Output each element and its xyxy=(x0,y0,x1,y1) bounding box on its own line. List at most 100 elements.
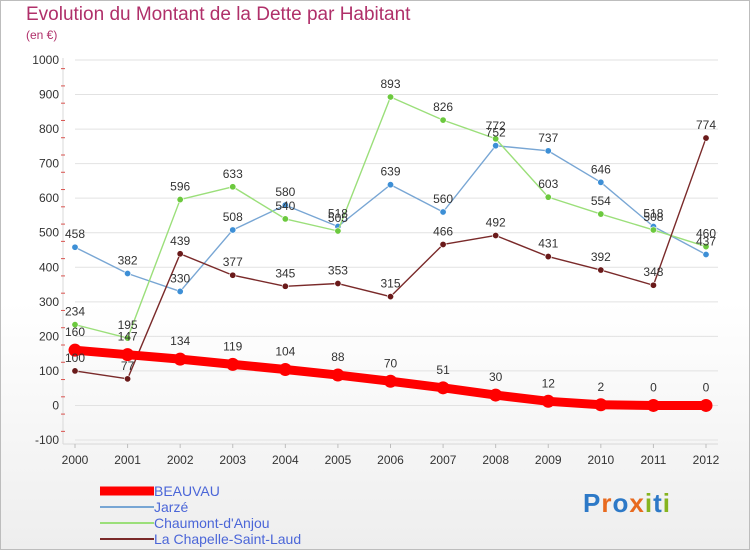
data-point xyxy=(597,210,605,218)
data-label: 382 xyxy=(118,253,138,267)
data-label: 147 xyxy=(118,330,138,344)
data-point xyxy=(71,321,79,329)
data-point xyxy=(436,381,450,395)
logo-letter: o xyxy=(612,488,630,518)
data-point xyxy=(71,367,79,375)
logo-letter: P xyxy=(583,488,602,518)
proxiti-logo: Proxiti xyxy=(583,488,671,519)
data-label: 0 xyxy=(650,380,657,394)
data-label: 104 xyxy=(275,345,295,359)
legend-swatch xyxy=(100,522,154,524)
data-point xyxy=(544,193,552,201)
data-label: 392 xyxy=(591,250,611,264)
y-tick-label: -100 xyxy=(35,433,59,447)
data-point xyxy=(281,215,289,223)
data-point xyxy=(331,368,345,382)
data-point xyxy=(594,398,608,412)
data-point xyxy=(281,282,289,290)
data-label: 77 xyxy=(121,359,135,373)
y-tick-label: 500 xyxy=(39,226,59,240)
data-point xyxy=(646,398,660,412)
data-label: 737 xyxy=(538,131,558,145)
data-label: 234 xyxy=(65,305,85,319)
logo-letter: r xyxy=(601,488,613,518)
data-point xyxy=(386,93,394,101)
data-label: 752 xyxy=(486,126,506,140)
legend-item: BEAUVAU xyxy=(100,483,301,499)
data-label: 345 xyxy=(275,266,295,280)
data-point xyxy=(439,116,447,124)
grid-lines xyxy=(75,59,718,441)
data-label: 596 xyxy=(170,180,190,194)
line-chart: -100010020030040050060070080090010002000… xyxy=(32,53,719,467)
data-point xyxy=(597,178,605,186)
data-label: 195 xyxy=(118,318,138,332)
y-tick-label: 1000 xyxy=(32,53,59,67)
data-point xyxy=(544,253,552,261)
data-label: 772 xyxy=(486,119,506,133)
data-label: 580 xyxy=(275,185,295,199)
data-point xyxy=(229,271,237,279)
x-tick-label: 2008 xyxy=(482,453,509,467)
data-label: 466 xyxy=(433,224,453,238)
y-tick-label: 100 xyxy=(39,364,59,378)
data-point xyxy=(702,250,710,258)
y-tick-label: 300 xyxy=(39,295,59,309)
data-label: 508 xyxy=(223,210,243,224)
y-tick-label: 800 xyxy=(39,122,59,136)
legend-swatch xyxy=(100,506,154,508)
data-point xyxy=(492,231,500,239)
data-label: 119 xyxy=(223,339,242,353)
data-label: 540 xyxy=(275,199,295,213)
data-label: 826 xyxy=(433,100,453,114)
data-point xyxy=(334,227,342,235)
data-point xyxy=(71,243,79,251)
x-tick-label: 2012 xyxy=(693,453,720,467)
data-point xyxy=(699,398,713,412)
data-label: 315 xyxy=(380,277,400,291)
x-tick-label: 2010 xyxy=(587,453,614,467)
data-point xyxy=(649,226,657,234)
legend-swatch xyxy=(100,486,154,496)
data-label: 353 xyxy=(328,264,348,278)
legend-label: Jarzé xyxy=(154,499,189,515)
data-point xyxy=(386,293,394,301)
data-point xyxy=(702,134,710,142)
data-point xyxy=(176,287,184,295)
tick-labels: -100010020030040050060070080090010002000… xyxy=(32,53,719,467)
data-label: 12 xyxy=(542,376,556,390)
legend-item: Chaumont-d'Anjou xyxy=(100,515,301,531)
data-labels: 160 147 134 119 104 88 70 51 30 12 2 0 0 458 382 330 508… xyxy=(65,77,716,394)
data-point xyxy=(124,334,132,342)
data-label: 458 xyxy=(65,227,85,241)
data-point xyxy=(541,394,555,408)
data-label: 160 xyxy=(65,325,85,339)
data-label: 437 xyxy=(696,234,716,248)
y-tick-label: 400 xyxy=(39,260,59,274)
y-tick-label: 200 xyxy=(39,329,59,343)
data-label: 348 xyxy=(643,265,663,279)
data-label: 518 xyxy=(643,207,663,221)
data-label: 70 xyxy=(384,356,398,370)
legend-item: La Chapelle-Saint-Laud xyxy=(100,531,301,547)
data-point xyxy=(439,240,447,248)
x-tick-label: 2001 xyxy=(114,453,141,467)
data-label: 0 xyxy=(703,380,710,394)
logo-letter: x xyxy=(629,488,645,518)
data-label: 893 xyxy=(380,77,400,91)
x-tick-label: 2007 xyxy=(430,453,457,467)
data-point xyxy=(124,269,132,277)
y-tick-label: 0 xyxy=(52,398,59,412)
data-label: 633 xyxy=(223,167,243,181)
data-label: 505 xyxy=(328,211,348,225)
data-point xyxy=(176,196,184,204)
x-tick-label: 2000 xyxy=(62,453,89,467)
data-point xyxy=(386,181,394,189)
legend-label: La Chapelle-Saint-Laud xyxy=(154,531,302,547)
data-point xyxy=(492,135,500,143)
data-point xyxy=(544,147,552,155)
x-tick-label: 2003 xyxy=(219,453,246,467)
data-point xyxy=(597,266,605,274)
data-label: 603 xyxy=(538,177,558,191)
legend-label: BEAUVAU xyxy=(154,483,220,499)
